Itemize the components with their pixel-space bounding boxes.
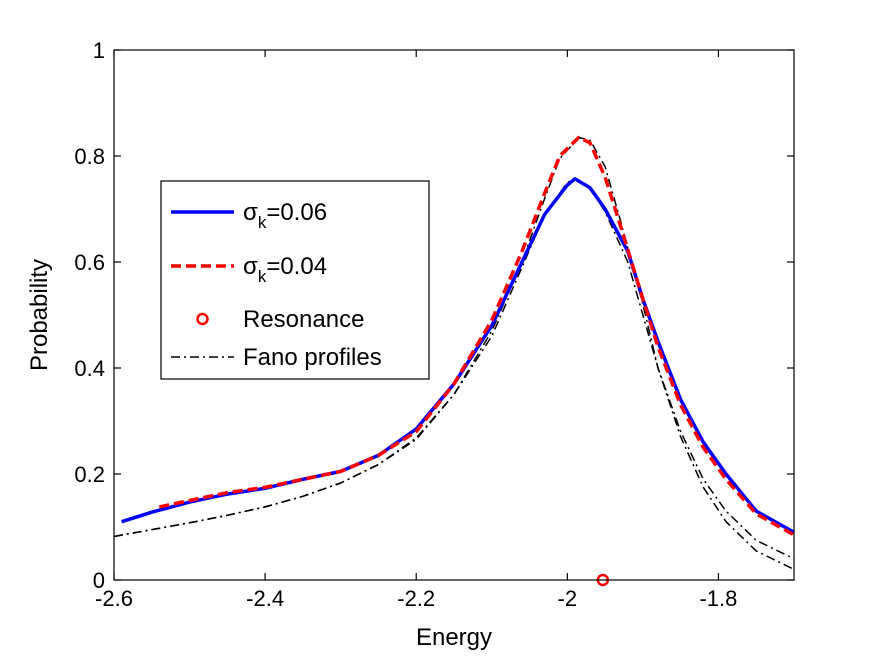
legend-label-fano: Fano profiles — [243, 344, 382, 371]
y-tick-label: 1 — [93, 38, 105, 63]
x-axis-label: Energy — [416, 624, 492, 651]
legend-box — [160, 180, 430, 380]
y-tick-label: 0 — [93, 568, 105, 593]
series-line-sigma04 — [158, 135, 795, 537]
y-tick-label: 0.2 — [74, 462, 105, 487]
y-tick-label: 0.8 — [74, 144, 105, 169]
x-tick-label: -2.2 — [397, 586, 435, 611]
axis-ticks — [113, 49, 794, 581]
legend-swatch-resonance — [196, 312, 209, 326]
tick-labels: -2.6 -2.4 -2.2 -2 -1.8 0 0.2 0.4 0.6 0.8 1 — [74, 38, 737, 611]
legend-label-sigma06: σk=0.06 — [243, 199, 327, 232]
series-line-fano2 — [113, 136, 795, 571]
y-axis-label: Probability — [26, 259, 53, 371]
x-tick-label: -1.8 — [699, 586, 737, 611]
x-tick-label: -2 — [558, 586, 578, 611]
legend-label-resonance: Resonance — [243, 306, 364, 333]
legend-label-sigma04: σk=0.04 — [243, 253, 327, 286]
x-tick-label: -2.6 — [95, 586, 133, 611]
y-tick-label: 0.6 — [74, 250, 105, 275]
x-tick-label: -2.4 — [246, 586, 284, 611]
legend: σk=0.06 σk=0.04 Resonance Fano profiles — [160, 180, 430, 380]
axes-box — [113, 49, 795, 581]
y-tick-label: 0.4 — [74, 356, 105, 381]
plot-content — [113, 135, 795, 587]
